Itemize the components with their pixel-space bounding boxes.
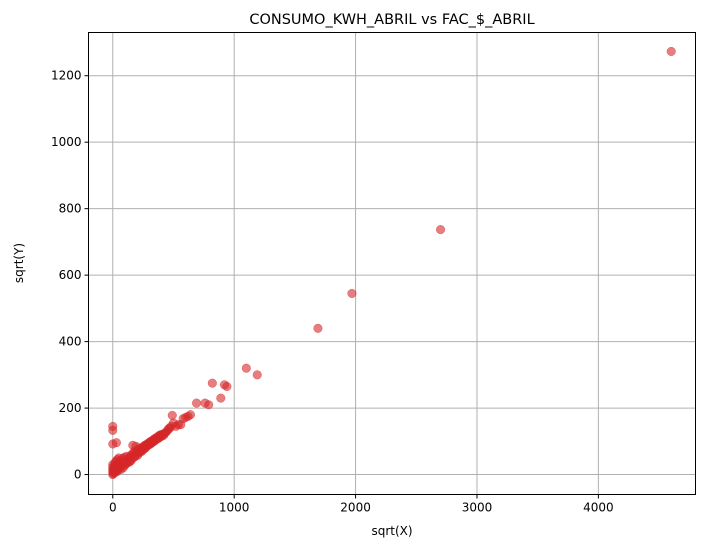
y-tick-label: 0 [74, 468, 82, 482]
data-point [108, 421, 118, 431]
x-axis-label: sqrt(X) [371, 524, 412, 538]
x-tick-label: 3000 [462, 501, 493, 515]
y-tick-label: 1200 [51, 69, 82, 83]
y-axis-label: sqrt(Y) [12, 243, 26, 283]
data-point [222, 381, 232, 392]
data-point [241, 363, 251, 373]
data-point [185, 410, 196, 420]
y-ticks: 0 200 400 600 800 1000 1200 [51, 69, 89, 482]
y-tick-label: 400 [59, 335, 82, 349]
data-point [167, 410, 177, 420]
data-point [666, 46, 676, 56]
x-tick-label: 1000 [219, 501, 250, 515]
data-point [252, 370, 262, 380]
points-layer [108, 46, 676, 480]
y-tick-label: 200 [59, 401, 82, 415]
data-point [436, 225, 446, 235]
data-point [216, 393, 226, 403]
data-point [111, 438, 121, 448]
data-point [207, 378, 217, 388]
data-point [204, 400, 214, 410]
x-ticks: 0 1000 2000 3000 4000 [109, 494, 614, 515]
data-point [347, 288, 357, 298]
plot-frame [88, 32, 696, 495]
x-tick-label: 0 [109, 501, 117, 515]
data-point [313, 323, 323, 333]
chart-title: CONSUMO_KWH_ABRIL vs FAC_$_ABRIL [249, 12, 534, 28]
x-tick-label: 2000 [340, 501, 371, 515]
y-tick-label: 800 [59, 202, 82, 216]
data-point [191, 398, 202, 408]
x-tick-label: 4000 [583, 501, 614, 515]
y-tick-label: 1000 [51, 135, 82, 149]
y-tick-label: 600 [59, 268, 82, 282]
grid-layer [88, 32, 696, 495]
